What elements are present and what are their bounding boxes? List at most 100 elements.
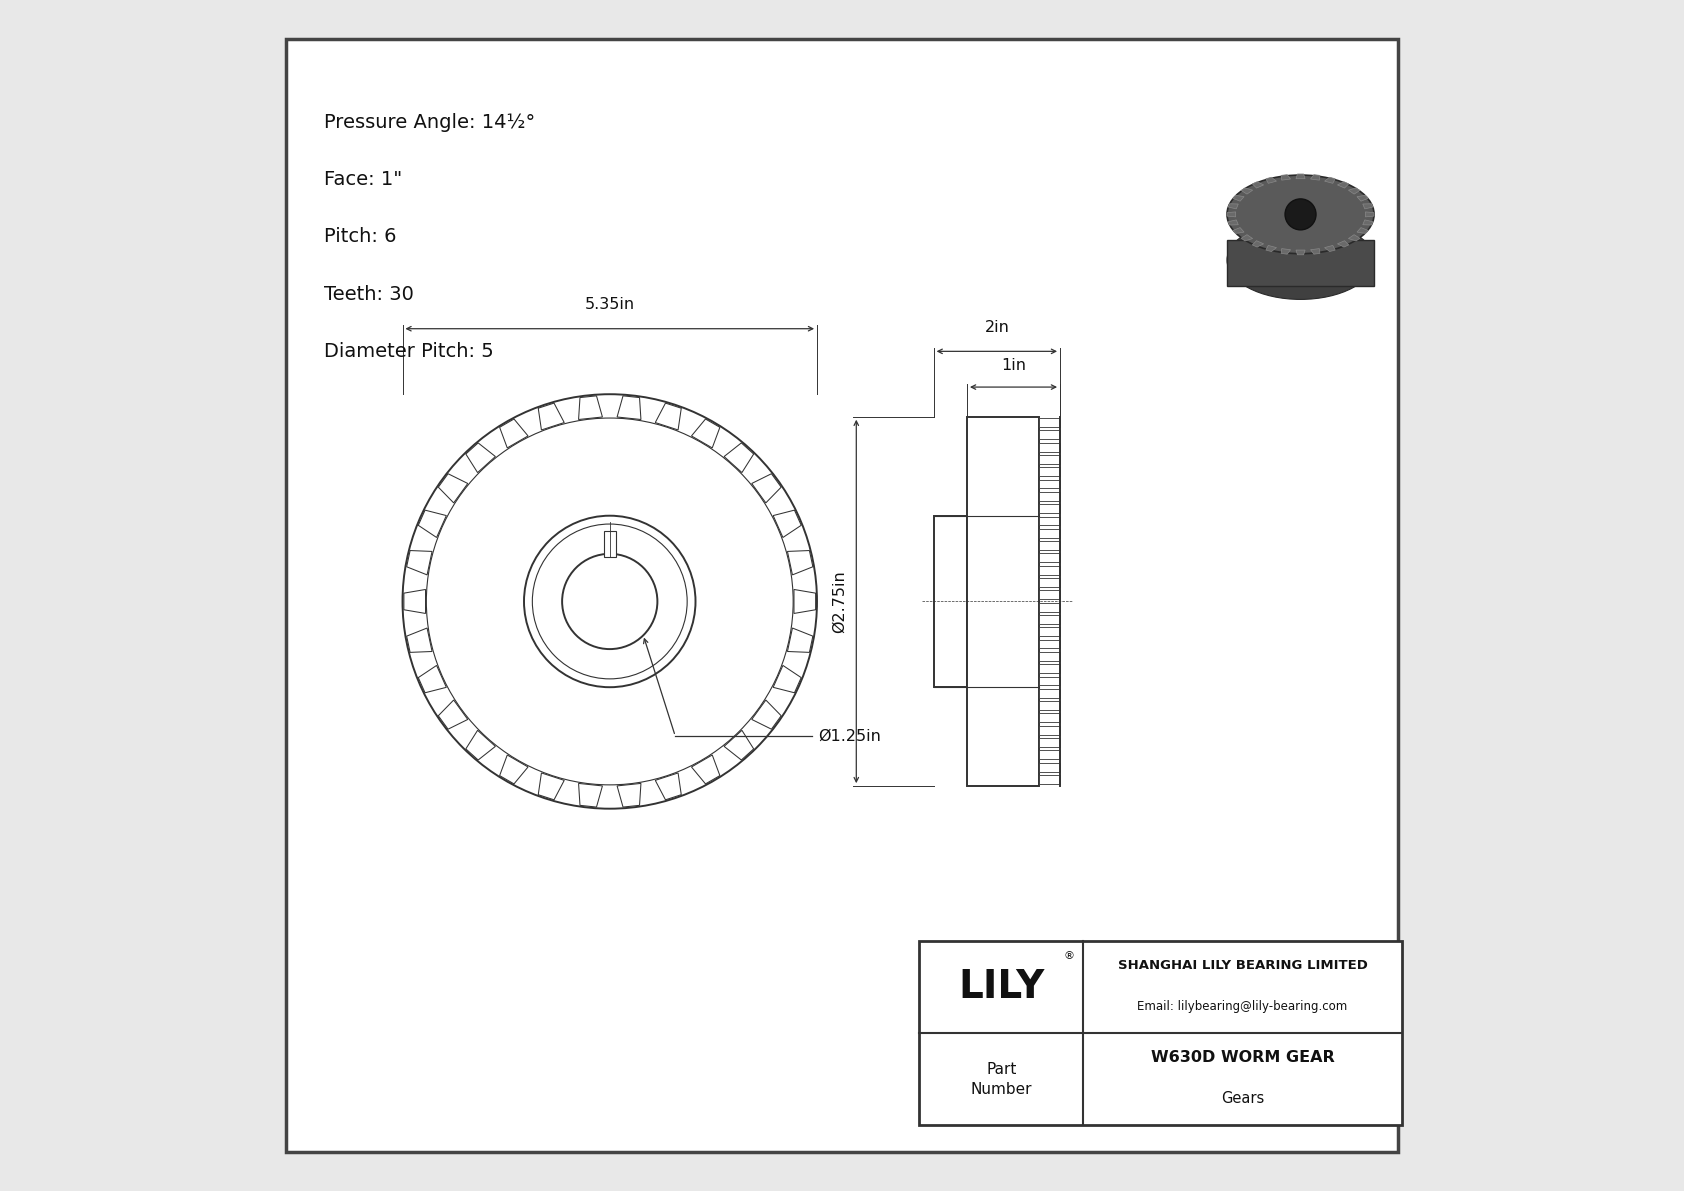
Bar [1039,713,1059,722]
Polygon shape [751,474,781,503]
Polygon shape [500,755,529,784]
Polygon shape [1228,220,1238,225]
Ellipse shape [1228,220,1374,299]
Bar [1039,492,1059,500]
Bar [1039,651,1059,661]
Polygon shape [1297,174,1305,179]
Polygon shape [1282,249,1290,254]
Text: Diameter Pitch: 5: Diameter Pitch: 5 [323,342,493,361]
Polygon shape [1233,195,1244,201]
Polygon shape [655,773,682,800]
Polygon shape [438,474,468,503]
Polygon shape [1233,227,1244,233]
Bar [1039,676,1059,685]
Polygon shape [1253,241,1263,247]
Bar [1039,480,1059,488]
Bar [1039,665,1059,673]
Polygon shape [1241,188,1253,194]
Polygon shape [1357,195,1367,201]
Bar [1039,603,1059,611]
Bar [1039,688,1059,698]
Polygon shape [1297,250,1305,255]
Bar [1039,640,1059,648]
Polygon shape [1241,235,1253,241]
Text: Pressure Angle: 14½°: Pressure Angle: 14½° [323,113,536,132]
Polygon shape [655,403,682,430]
Polygon shape [1337,241,1349,247]
Polygon shape [724,443,754,473]
Bar [1039,467,1059,476]
Bar [919,941,1401,1125]
Bar [1039,504,1059,513]
Bar [1039,455,1059,463]
Polygon shape [1310,175,1320,180]
Bar [1039,566,1059,574]
Text: Pitch: 6: Pitch: 6 [323,227,396,247]
Polygon shape [418,510,446,537]
Bar [1039,775,1059,784]
Bar [1039,701,1059,710]
Polygon shape [1228,212,1236,217]
Polygon shape [1253,182,1263,188]
Bar [1228,241,1374,286]
Polygon shape [466,443,495,473]
Polygon shape [1362,220,1372,225]
Bar [967,417,1039,786]
Text: SHANGHAI LILY BEARING LIMITED: SHANGHAI LILY BEARING LIMITED [1118,959,1367,972]
Polygon shape [438,700,468,729]
Polygon shape [773,666,802,693]
Bar [1039,615,1059,624]
Polygon shape [1337,182,1349,188]
Bar [1039,762,1059,772]
Text: 1in: 1in [1000,357,1026,373]
Polygon shape [788,550,813,575]
Bar [1039,725,1059,735]
Text: Teeth: 30: Teeth: 30 [323,285,414,304]
Polygon shape [466,730,495,760]
Polygon shape [1266,177,1276,183]
Text: 5.35in: 5.35in [584,297,635,312]
Polygon shape [692,419,719,448]
Polygon shape [1228,204,1238,208]
Polygon shape [579,784,603,807]
Polygon shape [793,590,815,613]
Ellipse shape [1228,175,1374,254]
Bar [1039,418,1059,426]
Bar [1039,738,1059,747]
Polygon shape [724,730,754,760]
Bar [605,531,616,557]
Polygon shape [406,550,433,575]
Bar [1039,443,1059,451]
Polygon shape [1349,235,1361,241]
Polygon shape [404,590,426,613]
Polygon shape [1357,227,1367,233]
Polygon shape [1325,177,1335,183]
Text: Email: lilybearing@lily-bearing.com: Email: lilybearing@lily-bearing.com [1137,999,1347,1012]
Text: ®: ® [1063,950,1074,961]
Polygon shape [616,784,642,807]
Polygon shape [1310,249,1320,254]
Bar [933,516,967,687]
Bar [1039,628,1059,636]
Polygon shape [616,395,642,419]
Circle shape [1285,199,1315,230]
Text: Part
Number: Part Number [970,1062,1032,1097]
Polygon shape [1362,204,1372,208]
Text: Gears: Gears [1221,1091,1265,1106]
Text: 2in: 2in [985,319,1009,335]
Polygon shape [406,628,433,653]
Bar [1039,578,1059,587]
Polygon shape [1282,175,1290,180]
Polygon shape [692,755,719,784]
Bar [1039,591,1059,599]
Text: W630D WORM GEAR: W630D WORM GEAR [1150,1050,1334,1066]
Polygon shape [579,395,603,419]
Polygon shape [1366,212,1374,217]
Text: Ø2.75in: Ø2.75in [832,570,847,632]
Bar [1039,529,1059,537]
Polygon shape [1349,188,1361,194]
Bar [1039,430,1059,439]
Polygon shape [1266,245,1276,251]
Text: LILY: LILY [958,968,1044,1006]
Text: Ø1.25in: Ø1.25in [818,729,881,743]
